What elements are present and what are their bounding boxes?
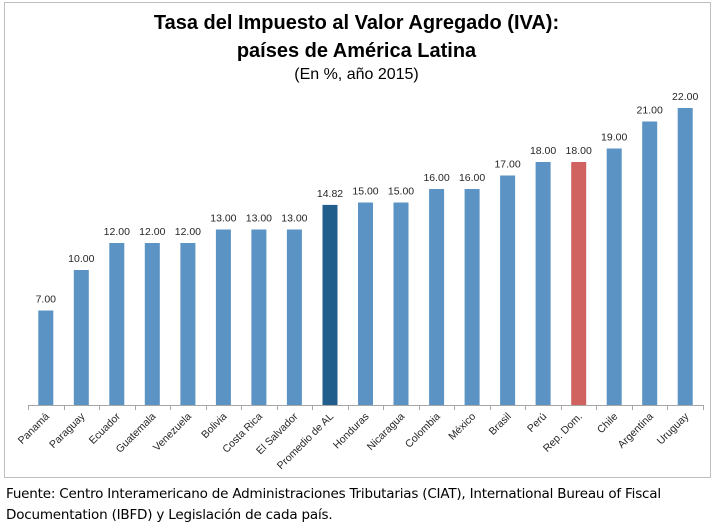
bar-chile [606, 148, 622, 405]
bar-nicaragua [393, 202, 409, 405]
x-tick-label: Colombia [403, 411, 443, 451]
x-tick-label: Uruguay [655, 410, 692, 447]
x-tick-label: Venezuela [151, 411, 194, 454]
x-tick-label: Chile [595, 411, 621, 437]
data-label: 19.00 [601, 132, 627, 144]
x-tick-label: México [446, 411, 478, 443]
bar-bolivia [215, 229, 231, 405]
data-label: 12.00 [139, 226, 165, 238]
data-label: 15.00 [388, 186, 414, 198]
data-label: 13.00 [246, 213, 272, 225]
bar-paraguay [73, 270, 89, 405]
bar-guatemala [144, 243, 160, 405]
x-tick-label: Ecuador [87, 410, 123, 446]
data-label: 13.00 [210, 213, 236, 225]
data-label: 17.00 [494, 159, 520, 171]
x-tick-label: Rep. Dom. [541, 411, 585, 455]
bar-costa-rica [251, 229, 267, 405]
data-label: 14.82 [317, 188, 343, 200]
x-tick-label: Panamá [16, 411, 52, 447]
data-label: 12.00 [104, 226, 130, 238]
x-tick-label: Paraguay [47, 410, 88, 451]
data-label: 16.00 [423, 172, 449, 184]
chart-title: Tasa del Impuesto al Valor Agregado (IVA… [153, 12, 560, 34]
chart-title-line2: países de América Latina [236, 40, 477, 62]
bar-panamá [38, 310, 54, 405]
bar-brasil [500, 175, 516, 405]
bar-honduras [358, 202, 373, 405]
bar-méxico [464, 189, 480, 405]
data-label: 12.00 [175, 226, 201, 238]
bar-argentina [642, 121, 658, 405]
data-label: 10.00 [68, 253, 94, 265]
data-label: 13.00 [281, 213, 307, 225]
data-label: 22.00 [672, 91, 698, 103]
x-tick-label: Nicaragua [365, 411, 407, 453]
source-line-2: Documentation (IBFD) y Legislación de ca… [6, 507, 333, 523]
x-tick-label: Bolivia [199, 411, 229, 441]
source-note: Fuente: Centro Interamericano de Adminis… [6, 484, 661, 526]
x-tick-label: Perú [525, 411, 549, 435]
bar-uruguay [677, 108, 693, 405]
data-label: 15.00 [352, 186, 378, 198]
data-label: 21.00 [637, 105, 663, 117]
bar-ecuador [109, 243, 125, 405]
bar-perú [535, 162, 551, 405]
data-label: 18.00 [530, 145, 556, 157]
data-label: 7.00 [36, 294, 57, 306]
bar-venezuela [180, 243, 196, 405]
bar-rep-dom- [571, 162, 587, 405]
source-line-1: Fuente: Centro Interamericano de Adminis… [6, 486, 661, 502]
x-tick-label: Brasil [487, 411, 514, 438]
chart-subtitle: (En %, año 2015) [294, 66, 419, 83]
bar-el-salvador [286, 229, 302, 405]
data-label: 18.00 [566, 145, 592, 157]
bar-promedio-de-al [322, 204, 338, 405]
x-tick-label: Argentina [616, 411, 656, 451]
bar-colombia [429, 189, 445, 405]
data-label: 16.00 [459, 172, 485, 184]
